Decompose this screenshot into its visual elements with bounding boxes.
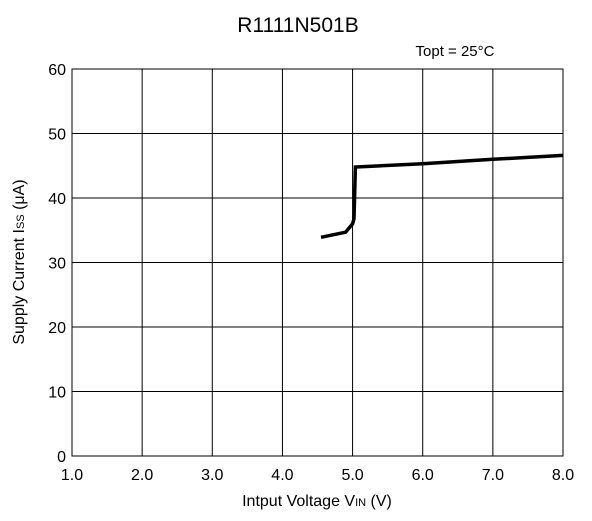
y-axis-label-main: Supply Current I <box>11 229 28 345</box>
y-tick-label: 0 <box>57 449 66 466</box>
y-tick-label: 20 <box>48 320 66 337</box>
x-tick-label: 7.0 <box>482 467 504 484</box>
y-tick-label: 30 <box>48 256 66 273</box>
y-axis-label-unit: (μA) <box>11 179 28 214</box>
x-tick-label: 8.0 <box>552 467 574 484</box>
series-line <box>320 153 564 240</box>
series-group <box>320 153 564 240</box>
x-tick-labels: 1.0 2.0 3.0 4.0 5.0 6.0 7.0 8.0 <box>61 467 574 484</box>
y-tick-label: 10 <box>48 385 66 402</box>
y-tick-label: 40 <box>48 191 66 208</box>
chart-title: R1111N501B <box>237 14 358 37</box>
y-axis-label: Supply Current ISS (μA) <box>11 179 28 344</box>
x-axis-label-unit: (V) <box>366 493 392 510</box>
x-axis-label: Intput Voltage VIN (V) <box>242 493 392 510</box>
x-axis-label-sub: IN <box>355 497 366 509</box>
x-tick-label: 3.0 <box>201 467 223 484</box>
temperature-annotation: Topt = 25°C <box>416 43 495 60</box>
y-tick-label: 60 <box>48 62 66 79</box>
x-tick-label: 1.0 <box>61 467 83 484</box>
y-axis-label-sub: SS <box>15 214 27 229</box>
y-tick-labels: 0 10 20 30 40 50 60 <box>48 62 66 466</box>
plot-frame <box>71 68 564 457</box>
x-tick-label: 6.0 <box>412 467 434 484</box>
y-tick-label: 50 <box>48 127 66 144</box>
x-tick-label: 2.0 <box>131 467 153 484</box>
x-tick-label: 4.0 <box>271 467 293 484</box>
x-axis-label-main: Intput Voltage V <box>242 493 355 510</box>
x-tick-label: 5.0 <box>341 467 363 484</box>
grid-lines <box>72 69 563 456</box>
